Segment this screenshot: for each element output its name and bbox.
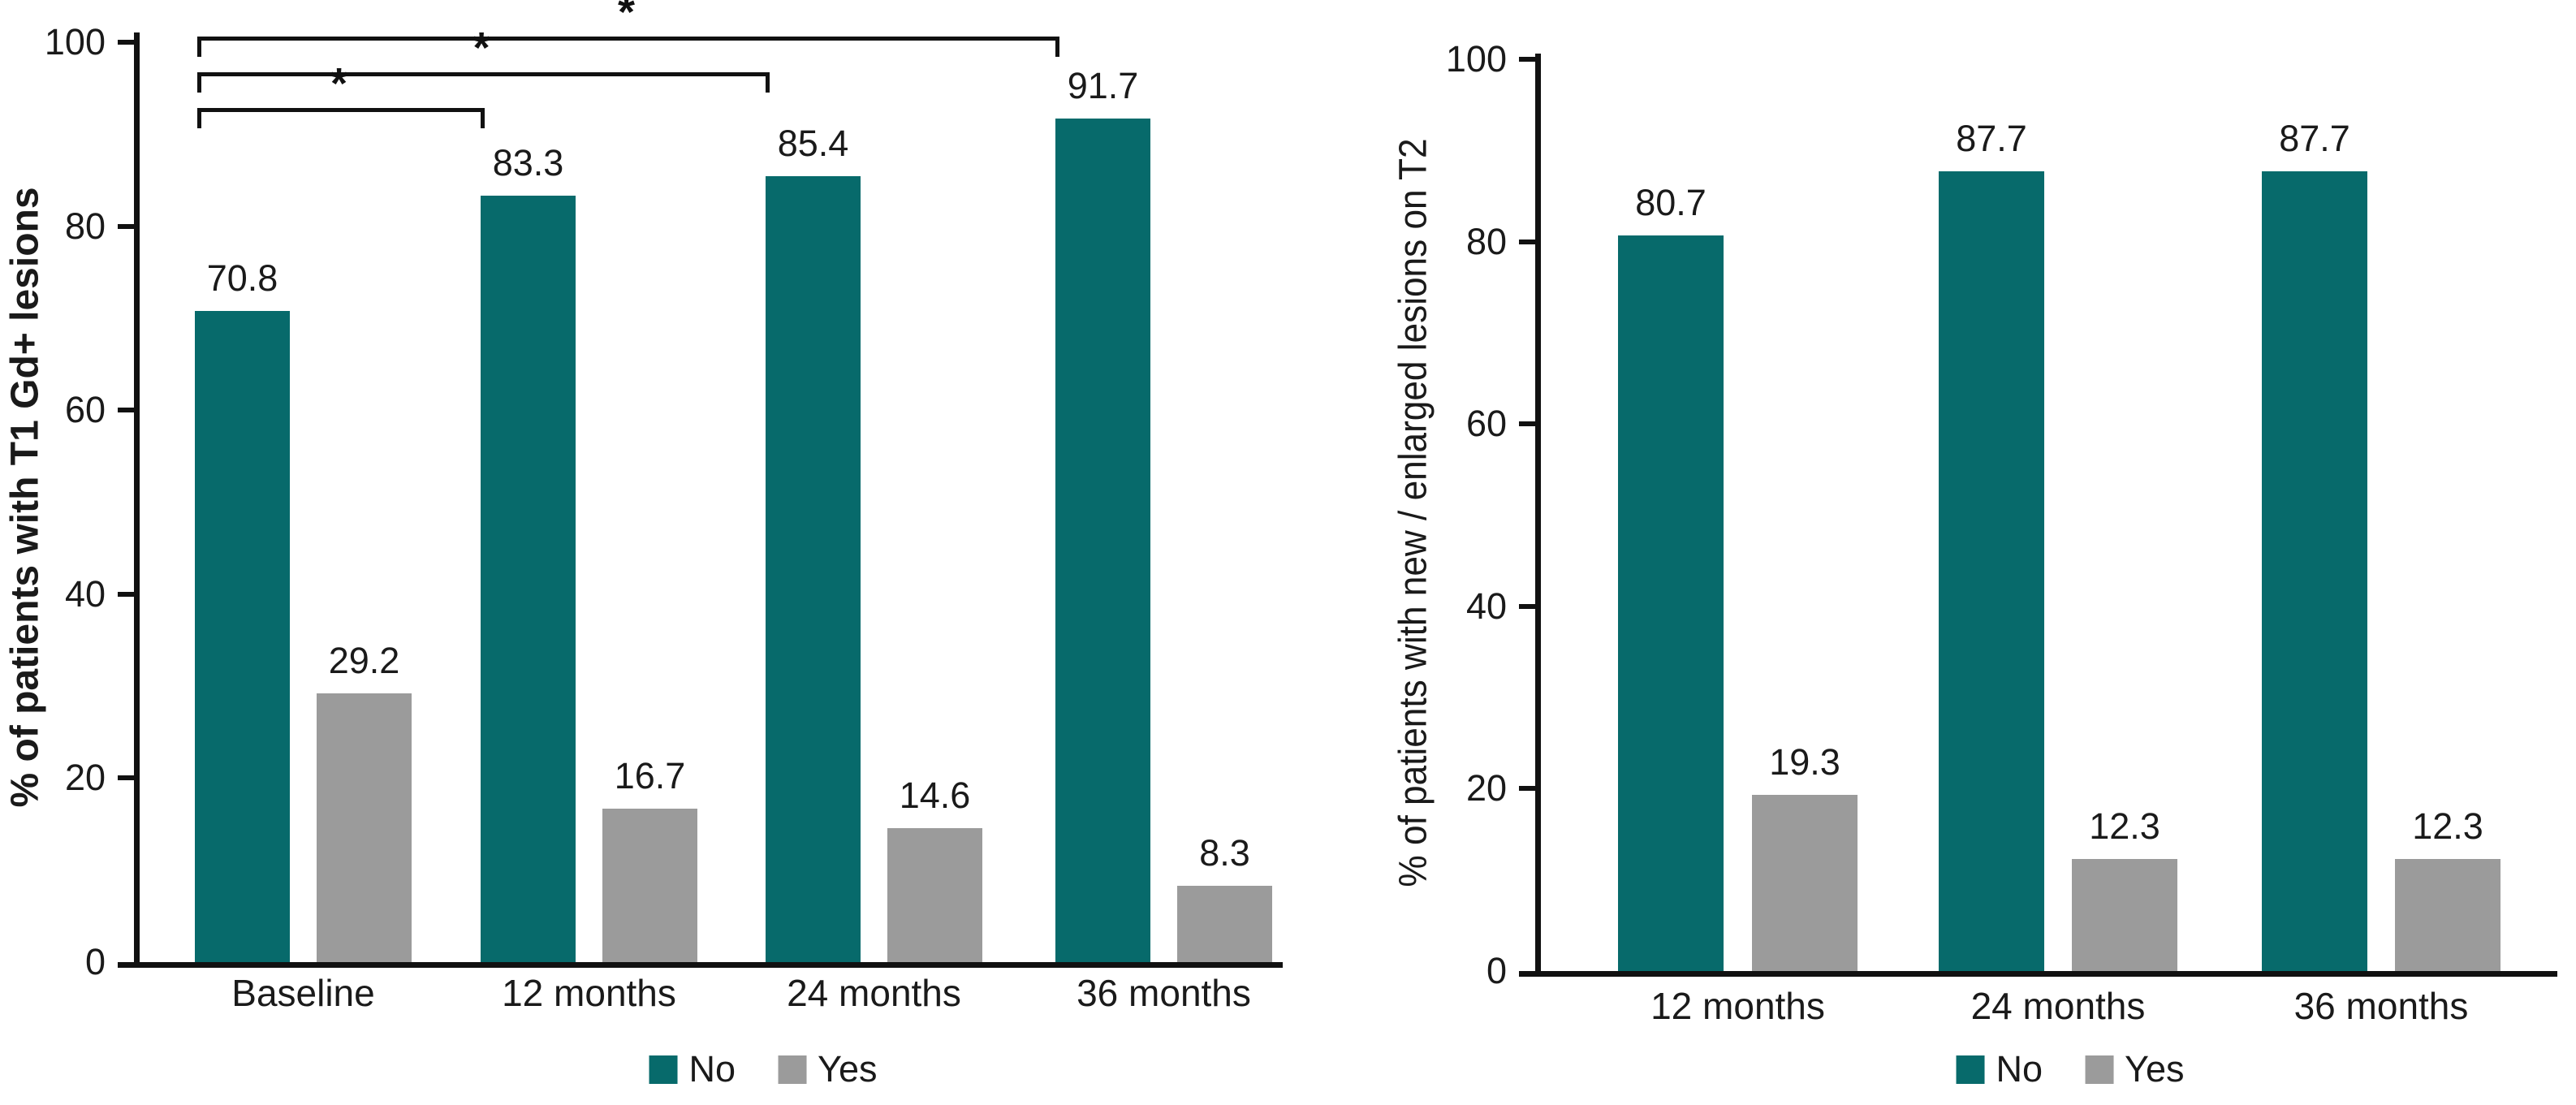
bar-no-1 xyxy=(1939,171,2044,971)
significance-bracket xyxy=(197,37,1059,57)
y-tick xyxy=(118,408,140,413)
y-tick xyxy=(118,775,140,781)
y-tick-label: 40 xyxy=(1465,585,1507,627)
bar-no-1 xyxy=(481,196,576,962)
significance-bracket xyxy=(197,72,770,93)
y-tick-label: 60 xyxy=(64,389,106,431)
legend-swatch-yes xyxy=(2085,1055,2114,1084)
x-tick-label: 24 months xyxy=(787,972,961,1014)
y-axis-title-right: % of patients with new / enlarged lesion… xyxy=(1390,54,1437,971)
legend-label: Yes xyxy=(2125,1048,2185,1090)
y-tick xyxy=(1519,57,1541,62)
legend-item-yes: Yes xyxy=(778,1048,878,1090)
y-tick xyxy=(1519,239,1541,244)
x-tick-label: Baseline xyxy=(231,972,375,1014)
x-axis xyxy=(1519,971,2557,977)
value-label: 16.7 xyxy=(614,754,686,796)
y-tick-label: 0 xyxy=(1486,950,1507,991)
x-tick-label: 12 months xyxy=(1650,985,1825,1027)
value-label: 80.7 xyxy=(1635,181,1707,223)
bar-yes-1 xyxy=(2072,858,2177,971)
y-tick xyxy=(118,223,140,229)
x-tick-label: 36 months xyxy=(2293,985,2469,1027)
value-label: 70.8 xyxy=(206,257,278,299)
legend-label: Yes xyxy=(818,1048,878,1090)
value-label: 12.3 xyxy=(2089,805,2160,847)
y-tick xyxy=(1519,421,1541,427)
value-label: 14.6 xyxy=(899,774,971,816)
value-label: 87.7 xyxy=(1956,118,2027,160)
bar-yes-1 xyxy=(602,808,697,962)
y-tick-label: 60 xyxy=(1465,403,1507,445)
bar-no-2 xyxy=(766,176,861,962)
bar-no-0 xyxy=(1618,235,1724,971)
y-tick xyxy=(118,591,140,597)
y-axis xyxy=(134,32,140,968)
bar-yes-2 xyxy=(887,827,982,962)
bar-yes-2 xyxy=(2395,858,2500,971)
value-label: 12.3 xyxy=(2412,805,2483,847)
legend-item-yes: Yes xyxy=(2085,1048,2185,1090)
bar-yes-0 xyxy=(1752,795,1858,971)
bar-no-3 xyxy=(1055,119,1150,962)
x-tick-label: 36 months xyxy=(1077,972,1251,1014)
bar-yes-0 xyxy=(317,693,412,962)
y-axis xyxy=(1535,54,1541,977)
legend-swatch-yes xyxy=(778,1055,807,1084)
y-axis-title-left-text: % of patients with T1 Gd+ lesions xyxy=(3,187,47,808)
y-tick-label: 0 xyxy=(84,941,106,982)
legend-label: No xyxy=(688,1048,736,1090)
value-label: 91.7 xyxy=(1067,65,1139,107)
y-tick xyxy=(118,40,140,45)
legend-label: No xyxy=(1996,1048,2043,1090)
y-tick xyxy=(1519,603,1541,609)
x-tick-label: 24 months xyxy=(1970,985,2146,1027)
y-tick xyxy=(1519,786,1541,792)
bar-no-0 xyxy=(195,310,290,962)
y-tick-label: 40 xyxy=(64,572,106,615)
value-label: 29.2 xyxy=(328,640,400,682)
legend-item-no: No xyxy=(649,1048,736,1090)
bar-no-2 xyxy=(2262,171,2367,971)
y-tick-label: 100 xyxy=(1445,38,1507,80)
value-label: 85.4 xyxy=(777,123,849,165)
y-tick-label: 20 xyxy=(64,757,106,799)
y-tick-label: 100 xyxy=(44,21,106,63)
value-label: 19.3 xyxy=(1769,741,1840,783)
legend-swatch-no xyxy=(649,1055,678,1084)
y-tick-label: 80 xyxy=(1465,220,1507,262)
y-axis-title-left: % of patients with T1 Gd+ lesions xyxy=(2,32,49,962)
value-label: 83.3 xyxy=(492,142,564,184)
bar-yes-3 xyxy=(1177,885,1272,962)
legend-item-no: No xyxy=(1956,1048,2043,1090)
x-tick-label: 12 months xyxy=(502,972,676,1014)
significance-asterisk: * xyxy=(617,0,635,37)
y-tick-label: 20 xyxy=(1465,767,1507,809)
legend-swatch-no xyxy=(1956,1055,1985,1084)
value-label: 8.3 xyxy=(1199,831,1250,874)
y-tick-label: 80 xyxy=(64,205,106,247)
legend: No Yes xyxy=(649,1048,878,1090)
x-axis xyxy=(118,962,1283,968)
significance-bracket xyxy=(197,108,485,128)
value-label: 87.7 xyxy=(2279,118,2350,160)
legend: No Yes xyxy=(1956,1048,2185,1090)
